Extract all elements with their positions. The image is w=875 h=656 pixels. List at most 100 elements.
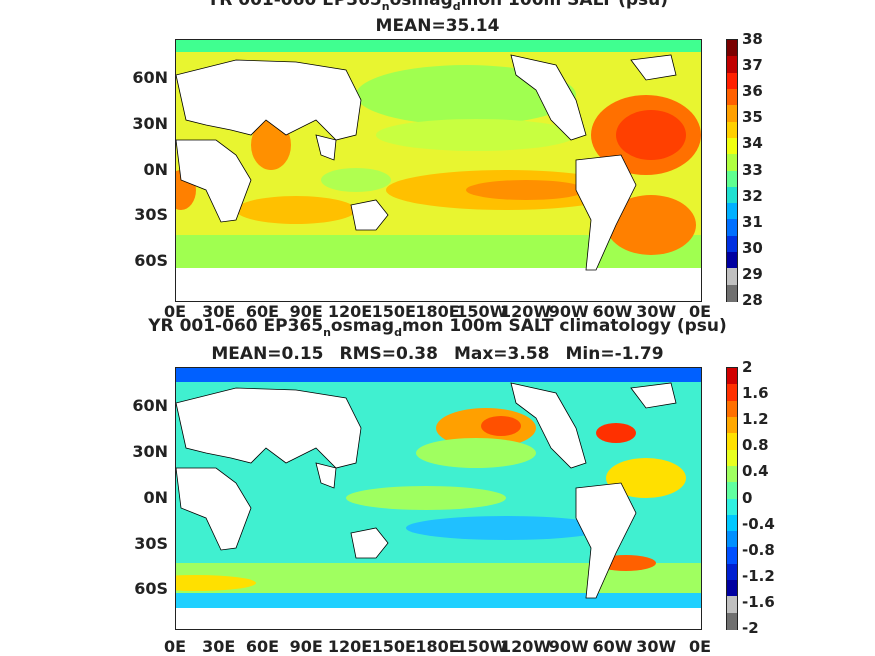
colorbar-segment: [727, 203, 737, 220]
panel1-lat-30S: 30S: [134, 205, 168, 224]
colorbar-segment: [727, 105, 737, 123]
panel2-map: [175, 367, 702, 630]
panel1-lat-0N: 0N: [143, 160, 168, 179]
colorbar-segment: [727, 252, 737, 269]
panel2-anomaly-field: [176, 368, 701, 629]
panel1-lon-tick: 150W: [456, 302, 508, 321]
panel1-salinity-field: [176, 40, 701, 301]
colorbar-segment: [727, 465, 737, 483]
panel2-lon-tick: 90W: [548, 637, 589, 656]
colorbar-segment: [727, 400, 737, 418]
colorbar-segment: [727, 580, 737, 597]
panel1-lon-tick: 90E: [289, 302, 323, 321]
panel1-lon-tick: 120E: [327, 302, 373, 321]
colorbar-segment: [727, 531, 737, 548]
colorbar-tick-label: 0.8: [742, 436, 769, 455]
panel1-colorbar: [726, 39, 738, 302]
colorbar-tick-label: -1.6: [742, 592, 775, 611]
colorbar-segment: [727, 121, 737, 139]
panel2-lat-30N: 30N: [132, 442, 168, 461]
panel1-lon-tick: 120W: [500, 302, 552, 321]
panel1-map: [175, 39, 702, 302]
colorbar-segment: [727, 170, 737, 188]
panel1-lon-tick: 150E: [371, 302, 416, 321]
panel1-title: YR 001-060 EP365nosmagdmon 100m SALT (ps…: [206, 0, 669, 13]
colorbar-tick-label: 33: [742, 160, 763, 179]
panel2-lon-tick: 30W: [636, 637, 677, 656]
colorbar-tick-label: -2: [742, 619, 759, 637]
colorbar-tick-label: 1.6: [742, 384, 769, 403]
panel2-lon-tick: 120E: [327, 637, 373, 656]
colorbar-segment: [727, 482, 737, 499]
colorbar-segment: [727, 416, 737, 434]
colorbar-segment: [727, 284, 737, 302]
panel2-lon-tick: 0E: [688, 637, 712, 656]
colorbar-tick-label: 32: [742, 186, 763, 205]
panel2-stats: MEAN=0.15 RMS=0.38 Max=3.58 Min=-1.79: [211, 344, 664, 364]
panel1-lat-60N: 60N: [132, 68, 168, 87]
panel2-title: YR 001-060 EP365nosmagdmon 100m SALT cli…: [148, 316, 727, 339]
colorbar-segment: [727, 235, 737, 253]
panel2-lon-tick: 150W: [456, 637, 508, 656]
colorbar-segment: [727, 563, 737, 581]
colorbar-segment: [727, 72, 737, 90]
colorbar-tick-label: -0.8: [742, 540, 775, 559]
panel2-colorbar: [726, 367, 738, 630]
colorbar-tick-label: 29: [742, 264, 763, 283]
colorbar-segment: [727, 449, 737, 467]
colorbar-segment: [727, 547, 737, 565]
colorbar-segment: [727, 268, 737, 286]
panel1-lon-tick: 0E: [163, 302, 187, 321]
panel1-lon-tick: 90W: [548, 302, 589, 321]
panel1-lon-tick: 30E: [202, 302, 236, 321]
panel1-lat-60S: 60S: [134, 251, 168, 270]
colorbar-segment: [727, 384, 737, 402]
panel2-lat-60S: 60S: [134, 579, 168, 598]
panel2-lon-tick: 30E: [202, 637, 236, 656]
colorbar-segment: [727, 40, 737, 57]
colorbar-tick-label: 0.4: [742, 462, 769, 481]
colorbar-tick-label: 36: [742, 82, 763, 101]
colorbar-tick-label: -1.2: [742, 566, 775, 585]
colorbar-segment: [727, 219, 737, 237]
colorbar-segment: [727, 88, 737, 106]
colorbar-segment: [727, 596, 737, 614]
panel1-lat-30N: 30N: [132, 114, 168, 133]
colorbar-segment: [727, 433, 737, 451]
colorbar-tick-label: 35: [742, 108, 763, 127]
panel2-lat-30S: 30S: [134, 534, 168, 553]
colorbar-segment: [727, 514, 737, 532]
panel2-lon-tick: 60E: [245, 637, 280, 656]
colorbar-tick-label: 37: [742, 56, 763, 75]
panel1-lon-tick: 30W: [636, 302, 677, 321]
panel1-lon-tick: 60E: [245, 302, 280, 321]
colorbar-tick-label: 34: [742, 134, 763, 153]
panel2-lat-0N: 0N: [143, 488, 168, 507]
colorbar-segment: [727, 56, 737, 74]
panel1-lon-tick: 0E: [688, 302, 712, 321]
colorbar-segment: [727, 612, 737, 630]
colorbar-segment: [727, 154, 737, 171]
colorbar-segment: [727, 498, 737, 516]
panel2-lat-60N: 60N: [132, 396, 168, 415]
colorbar-tick-label: 38: [742, 30, 763, 48]
colorbar-tick-label: 31: [742, 212, 763, 231]
panel2-lon-tick: 180E: [415, 637, 460, 656]
panel2-lon-tick: 60W: [592, 637, 633, 656]
colorbar-segment: [727, 137, 737, 155]
colorbar-tick-label: 1.2: [742, 410, 769, 429]
panel2-lon-tick: 150E: [371, 637, 416, 656]
colorbar-segment: [727, 186, 737, 204]
panel2-lon-tick: 120W: [500, 637, 552, 656]
colorbar-tick-label: -0.4: [742, 514, 775, 533]
panel1-stats: MEAN=35.14: [375, 16, 500, 36]
colorbar-tick-label: 30: [742, 238, 763, 257]
panel2-lon-tick: 0E: [163, 637, 187, 656]
colorbar-tick-label: 28: [742, 291, 763, 309]
colorbar-tick-label: 2: [742, 358, 753, 376]
colorbar-tick-label: 0: [742, 488, 753, 507]
panel2-lon-tick: 90E: [289, 637, 323, 656]
panel1-lon-tick: 180E: [415, 302, 460, 321]
panel1-lon-tick: 60W: [592, 302, 633, 321]
colorbar-segment: [727, 368, 737, 385]
